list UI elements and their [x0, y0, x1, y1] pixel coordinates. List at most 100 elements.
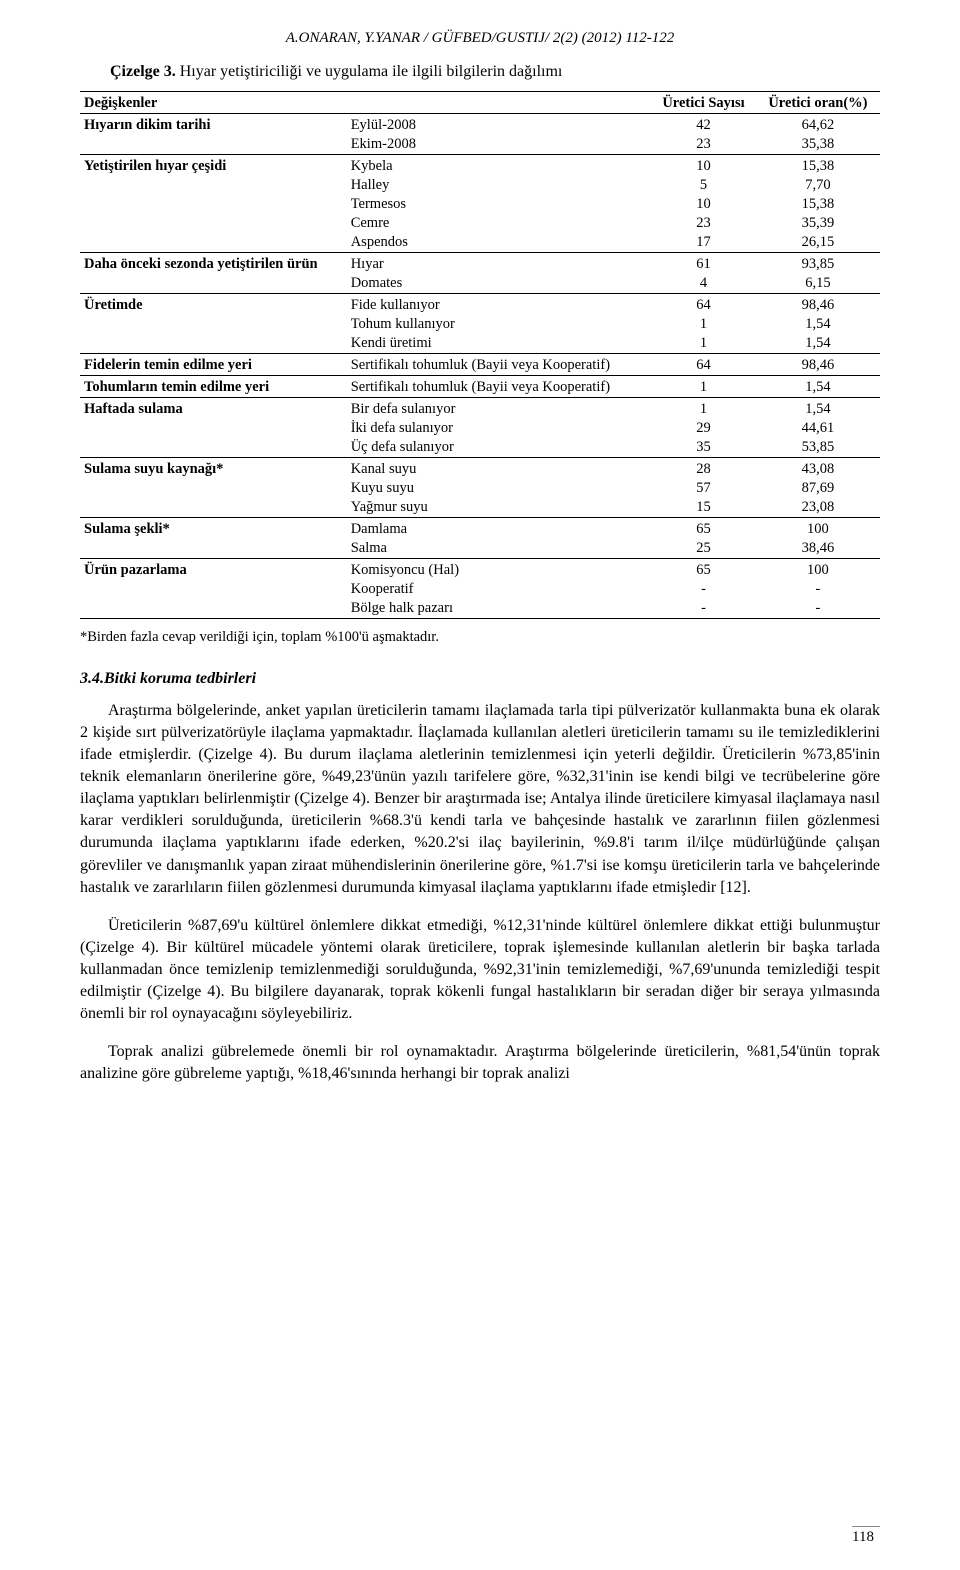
- percent-cell: 98,46: [756, 356, 880, 376]
- table-rule: [80, 619, 880, 622]
- table-row: Domates46,15: [80, 274, 880, 294]
- table-row: Kooperatif--: [80, 580, 880, 599]
- count-cell: 23: [651, 214, 756, 233]
- variable-cell: Ürün pazarlama: [80, 561, 347, 580]
- count-cell: 42: [651, 116, 756, 135]
- percent-cell: 1,54: [756, 400, 880, 419]
- table-row: Bölge halk pazarı--: [80, 599, 880, 619]
- value-label-cell: Fide kullanıyor: [347, 296, 651, 315]
- table-row: Üç defa sulanıyor3553,85: [80, 438, 880, 458]
- value-label-cell: Bir defa sulanıyor: [347, 400, 651, 419]
- count-cell: -: [651, 580, 756, 599]
- table-row: Termesos1015,38: [80, 195, 880, 214]
- table-row: Haftada sulamaBir defa sulanıyor11,54: [80, 400, 880, 419]
- percent-cell: 35,38: [756, 135, 880, 155]
- percent-cell: 15,38: [756, 195, 880, 214]
- variable-cell: Sulama suyu kaynağı*: [80, 460, 347, 479]
- variable-cell: [80, 580, 347, 599]
- percent-cell: 43,08: [756, 460, 880, 479]
- percent-cell: 1,54: [756, 378, 880, 398]
- table-caption-line: Çizelge 3. Hıyar yetiştiriciliği ve uygu…: [110, 63, 880, 81]
- percent-cell: 26,15: [756, 233, 880, 253]
- variable-cell: [80, 233, 347, 253]
- count-cell: 25: [651, 539, 756, 559]
- count-cell: 57: [651, 479, 756, 498]
- variable-cell: [80, 195, 347, 214]
- percent-cell: 87,69: [756, 479, 880, 498]
- variable-cell: [80, 599, 347, 619]
- value-label-cell: Yağmur suyu: [347, 498, 651, 518]
- value-label-cell: Tohum kullanıyor: [347, 315, 651, 334]
- page-number: 118: [852, 1526, 880, 1546]
- paragraph: Üreticilerin %87,69'u kültürel önlemlere…: [80, 915, 880, 1025]
- percent-cell: 93,85: [756, 255, 880, 274]
- count-cell: 4: [651, 274, 756, 294]
- count-cell: 28: [651, 460, 756, 479]
- variable-cell: Tohumların temin edilme yeri: [80, 378, 347, 398]
- section-heading: 3.4.Bitki koruma tedbirleri: [80, 670, 880, 688]
- table-row: Tohum kullanıyor11,54: [80, 315, 880, 334]
- table-row: Kendi üretimi11,54: [80, 334, 880, 354]
- variable-cell: [80, 135, 347, 155]
- variable-cell: [80, 498, 347, 518]
- page-number-value: 118: [852, 1526, 880, 1546]
- table-header-row: DeğişkenlerÜretici SayısıÜretici oran(%): [80, 94, 880, 114]
- percent-cell: 23,08: [756, 498, 880, 518]
- table-row: Daha önceki sezonda yetiştirilen ürünHıy…: [80, 255, 880, 274]
- value-label-cell: Halley: [347, 176, 651, 195]
- table-row: Yağmur suyu1523,08: [80, 498, 880, 518]
- value-label-cell: Domates: [347, 274, 651, 294]
- table-footnote: *Birden fazla cevap verildiği için, topl…: [80, 629, 880, 646]
- value-label-cell: Kanal suyu: [347, 460, 651, 479]
- percent-cell: 35,39: [756, 214, 880, 233]
- value-label-cell: Kendi üretimi: [347, 334, 651, 354]
- variable-cell: [80, 438, 347, 458]
- percent-cell: 64,62: [756, 116, 880, 135]
- count-cell: -: [651, 599, 756, 619]
- column-header-variable: Değişkenler: [80, 94, 347, 114]
- table-row: Sulama şekli*Damlama65100: [80, 520, 880, 539]
- table-row: Salma2538,46: [80, 539, 880, 559]
- percent-cell: -: [756, 599, 880, 619]
- value-label-cell: İki defa sulanıyor: [347, 419, 651, 438]
- paragraph: Araştırma bölgelerinde, anket yapılan ür…: [80, 700, 880, 899]
- variable-cell: Daha önceki sezonda yetiştirilen ürün: [80, 255, 347, 274]
- count-cell: 1: [651, 315, 756, 334]
- page: A.ONARAN, Y.YANAR / GÜFBED/GUSTIJ/ 2(2) …: [0, 0, 960, 1570]
- table-row: ÜretimdeFide kullanıyor6498,46: [80, 296, 880, 315]
- value-label-cell: Sertifikalı tohumluk (Bayii veya Koopera…: [347, 356, 651, 376]
- table-row: Tohumların temin edilme yeriSertifikalı …: [80, 378, 880, 398]
- count-cell: 1: [651, 334, 756, 354]
- percent-cell: 1,54: [756, 315, 880, 334]
- paragraph: Toprak analizi gübrelemede önemli bir ro…: [80, 1041, 880, 1085]
- count-cell: 64: [651, 296, 756, 315]
- count-cell: 65: [651, 561, 756, 580]
- variable-cell: [80, 419, 347, 438]
- variable-cell: [80, 214, 347, 233]
- table-row: Ürün pazarlamaKomisyoncu (Hal)65100: [80, 561, 880, 580]
- value-label-cell: Damlama: [347, 520, 651, 539]
- variable-cell: [80, 176, 347, 195]
- value-label-cell: Termesos: [347, 195, 651, 214]
- variable-cell: [80, 274, 347, 294]
- table-label: Çizelge 3.: [110, 63, 180, 80]
- value-label-cell: Aspendos: [347, 233, 651, 253]
- percent-cell: 100: [756, 520, 880, 539]
- count-cell: 29: [651, 419, 756, 438]
- percent-cell: 15,38: [756, 157, 880, 176]
- percent-cell: -: [756, 580, 880, 599]
- count-cell: 15: [651, 498, 756, 518]
- value-label-cell: Eylül-2008: [347, 116, 651, 135]
- count-cell: 10: [651, 157, 756, 176]
- count-cell: 1: [651, 400, 756, 419]
- value-label-cell: Kuyu suyu: [347, 479, 651, 498]
- value-label-cell: Komisyoncu (Hal): [347, 561, 651, 580]
- value-label-cell: Kooperatif: [347, 580, 651, 599]
- count-cell: 61: [651, 255, 756, 274]
- percent-cell: 7,70: [756, 176, 880, 195]
- column-header-count: Üretici Sayısı: [651, 94, 756, 114]
- value-label-cell: Üç defa sulanıyor: [347, 438, 651, 458]
- variable-cell: Üretimde: [80, 296, 347, 315]
- value-label-cell: Hıyar: [347, 255, 651, 274]
- percent-cell: 38,46: [756, 539, 880, 559]
